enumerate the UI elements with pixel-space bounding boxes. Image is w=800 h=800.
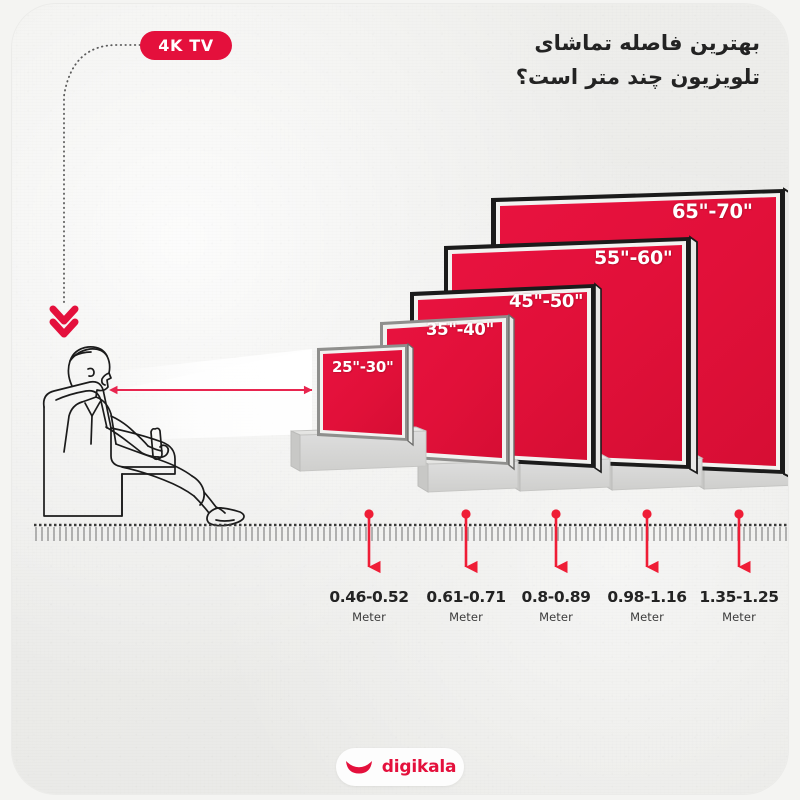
- title-line-1: بهترین فاصله تماشای: [534, 31, 760, 55]
- tv-size-label-1: 25"-30": [332, 358, 394, 376]
- floor-hatching: [35, 527, 787, 541]
- distance-value-5: 1.35-1.25: [699, 588, 779, 606]
- infographic-card: 4K TV بهترین فاصله تماشای تلویزیون چند م…: [12, 4, 788, 794]
- distance-value-2: 0.61-0.71: [426, 588, 506, 606]
- distance-unit-3: Meter: [539, 610, 573, 624]
- digikala-wordmark: digikala: [381, 757, 457, 777]
- distance-value-1: 0.46-0.52: [329, 588, 409, 606]
- seated-viewer-illustration: [42, 346, 245, 527]
- page-title: بهترین فاصله تماشای تلویزیون چند متر است…: [470, 26, 760, 94]
- distance-label-1: 0.46-0.52 Meter: [313, 588, 425, 624]
- title-line-2: تلویزیون چند متر است؟: [515, 65, 760, 90]
- distance-measure-arrows: [364, 509, 751, 574]
- tv-size-label-4: 55"-60": [594, 247, 673, 269]
- badge-4k-tv[interactable]: 4K TV: [140, 31, 232, 60]
- tv-size-label-5: 65"-70": [672, 200, 753, 223]
- distance-value-3: 0.8-0.89: [521, 588, 591, 606]
- viewing-cone-highlight: [107, 349, 312, 396]
- distance-unit-1: Meter: [352, 610, 386, 624]
- distance-label-3: 0.8-0.89 Meter: [500, 588, 612, 624]
- guide-dotted-line: [63, 44, 141, 305]
- badge-label: 4K TV: [158, 36, 214, 55]
- tv-size-label-3: 45"-50": [509, 291, 584, 312]
- distance-label-2: 0.61-0.71 Meter: [410, 588, 522, 624]
- digikala-smile-icon: [345, 761, 372, 774]
- distance-label-4: 0.98-1.16 Meter: [591, 588, 703, 624]
- digikala-logo[interactable]: digikala: [336, 748, 464, 786]
- distance-label-5: 1.35-1.25 Meter: [683, 588, 788, 624]
- scene-illustration: [34, 44, 788, 574]
- double-chevron-down-icon: [49, 305, 79, 338]
- distance-value-4: 0.98-1.16: [607, 588, 687, 606]
- tv-unit-1: [290, 342, 427, 472]
- tv-size-label-2: 35"-40": [426, 320, 494, 339]
- distance-unit-5: Meter: [722, 610, 756, 624]
- distance-unit-4: Meter: [630, 610, 664, 624]
- distance-unit-2: Meter: [449, 610, 483, 624]
